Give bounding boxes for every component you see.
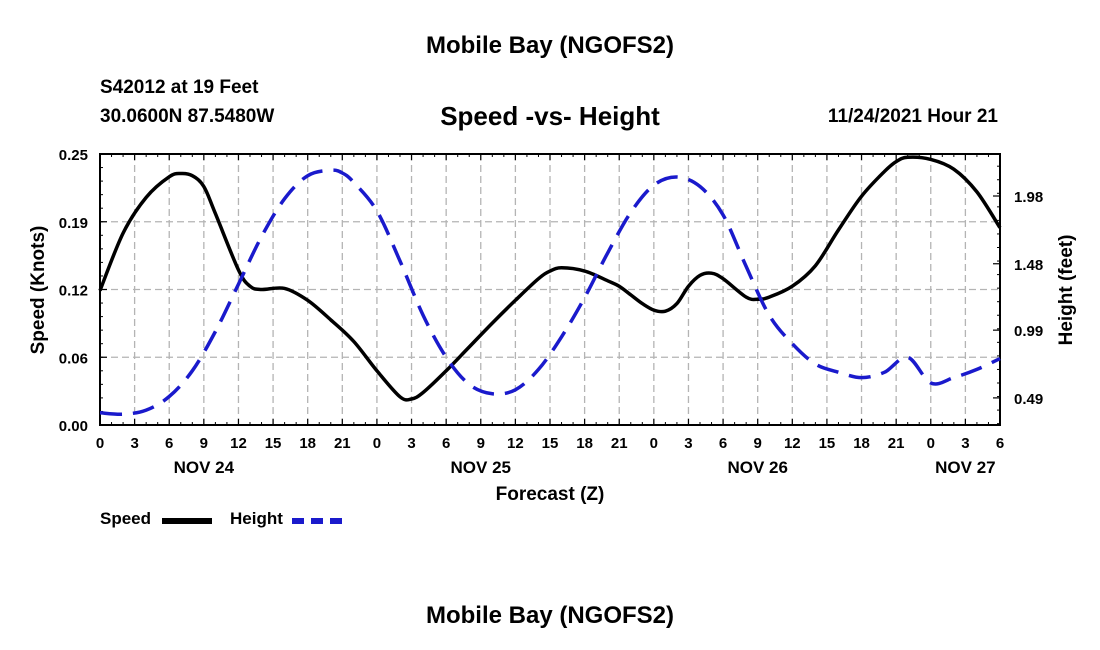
x-tick-label: 18 [853, 435, 870, 452]
x-tick-label: 21 [888, 435, 905, 452]
x-tick-label: 12 [230, 435, 247, 452]
x-date-label: NOV 25 [451, 458, 511, 477]
x-tick-label: 15 [819, 435, 836, 452]
x-tick-label: 0 [373, 435, 381, 452]
y-right-tick-label: 1.98 [1014, 189, 1043, 206]
x-date-label: NOV 24 [174, 458, 235, 477]
x-tick-label: 18 [299, 435, 316, 452]
x-tick-label: 15 [265, 435, 282, 452]
y-left-tick-label: 0.25 [59, 147, 88, 164]
axis-ticks [99, 153, 1001, 426]
x-tick-label: 6 [442, 435, 450, 452]
y-right-tick-label: 0.49 [1014, 391, 1043, 408]
x-date-label: NOV 27 [935, 458, 995, 477]
y-left-tick-label: 0.12 [59, 283, 88, 300]
x-date-label: NOV 26 [727, 458, 787, 477]
y-right-tick-label: 0.99 [1014, 323, 1043, 340]
x-tick-label: 3 [407, 435, 415, 452]
x-tick-label: 15 [542, 435, 559, 452]
x-tick-label: 9 [477, 435, 485, 452]
x-tick-label: 3 [684, 435, 692, 452]
legend-height-swatch [292, 518, 342, 524]
y-left-tick-label: 0.06 [59, 350, 88, 367]
x-tick-label: 21 [611, 435, 628, 452]
x-axis-label: Forecast (Z) [496, 484, 605, 505]
x-tick-label: 12 [784, 435, 801, 452]
station-label: S42012 at 19 Feet [100, 77, 259, 98]
x-tick-label: 6 [719, 435, 727, 452]
x-tick-label: 9 [754, 435, 762, 452]
coordinates-label: 30.0600N 87.5480W [100, 106, 275, 127]
forecast-datetime: 11/24/2021 Hour 21 [827, 106, 998, 127]
chart-subtitle: Speed -vs- Height [440, 101, 660, 131]
legend-height-label: Height [230, 509, 283, 528]
y-axis-right-label: Height (feet) [1056, 235, 1077, 346]
x-tick-label: 9 [200, 435, 208, 452]
height-series-line [99, 168, 1001, 417]
x-tick-label: 0 [650, 435, 658, 452]
x-tick-label: 6 [165, 435, 173, 452]
grid-lines [100, 154, 1000, 425]
y-left-tick-label: 0.00 [59, 418, 88, 435]
speed-series-line [98, 155, 1002, 402]
y-right-tick-label: 1.48 [1014, 257, 1043, 274]
y-left-tick-label: 0.19 [59, 215, 88, 232]
x-tick-label: 21 [334, 435, 351, 452]
legend-speed-label: Speed [100, 509, 152, 528]
legend-speed-swatch [162, 518, 212, 524]
x-tick-label: 6 [996, 435, 1004, 452]
x-tick-label: 12 [507, 435, 524, 452]
x-tick-label: 3 [961, 435, 969, 452]
y-axis-left-label: Speed (Knots) [28, 226, 49, 355]
x-tick-label: 0 [96, 435, 104, 452]
page-title: Mobile Bay (NGOFS2) [425, 32, 675, 59]
x-tick-label: 18 [576, 435, 593, 452]
footer-title: Mobile Bay (NGOFS2) [425, 602, 675, 629]
x-tick-label: 3 [130, 435, 138, 452]
x-tick-label: 0 [927, 435, 935, 452]
